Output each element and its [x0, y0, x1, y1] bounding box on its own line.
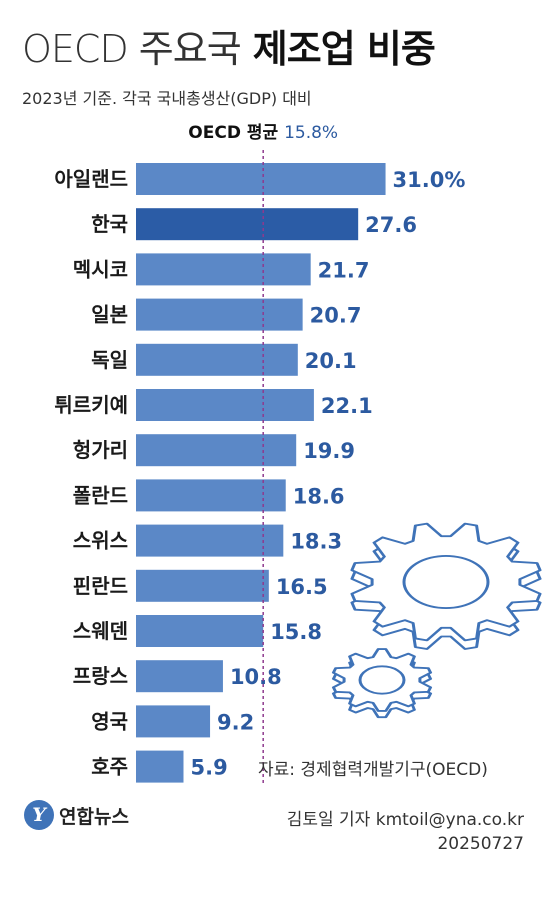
category-label: 스위스	[73, 529, 128, 553]
category-label: 일본	[91, 303, 128, 327]
subtitle: 2023년 기준. 각국 국내총생산(GDP) 대비	[22, 89, 312, 108]
bar	[136, 524, 284, 557]
value-label: 20.7	[310, 304, 362, 328]
bar	[136, 343, 298, 376]
value-label: 16.5	[276, 575, 328, 599]
value-label: 20.1	[305, 349, 357, 373]
value-label: 15.8	[270, 620, 322, 644]
oecd-average-name: OECD 평균	[188, 123, 284, 143]
category-label: 아일랜드	[54, 167, 128, 191]
category-label: 핀란드	[73, 574, 128, 598]
category-label: 독일	[91, 348, 128, 372]
bar	[136, 253, 311, 286]
bar	[136, 615, 264, 647]
logo-mark-icon: Y	[24, 800, 54, 830]
bar	[136, 479, 286, 512]
value-label: 10.8	[230, 665, 282, 689]
gear-hole	[402, 555, 490, 609]
page-title: OECD 주요국 제조업 비중	[22, 26, 436, 72]
credit: 김토일 기자 kmtoil@yna.co.kr 20250727	[287, 808, 524, 856]
bar	[136, 750, 184, 783]
bar	[136, 705, 211, 738]
category-label: 호주	[91, 755, 128, 779]
value-label: 18.3	[290, 530, 342, 554]
value-label: 5.9	[190, 756, 227, 780]
bar	[136, 569, 269, 602]
bar	[136, 298, 303, 331]
value-label: 27.6	[365, 213, 417, 237]
value-label: 19.9	[303, 439, 355, 463]
yonhap-logo: Y 연합뉴스	[24, 800, 129, 830]
value-label: 31.0%	[393, 168, 466, 192]
category-label: 헝가리	[73, 438, 128, 462]
logo-text: 연합뉴스	[59, 805, 129, 828]
bar	[136, 163, 386, 195]
value-label: 18.6	[293, 484, 345, 508]
value-label: 22.1	[321, 394, 373, 418]
category-label: 폴란드	[73, 483, 128, 507]
title-light: OECD 주요국	[22, 27, 242, 71]
bar	[136, 434, 297, 467]
bar	[136, 660, 223, 693]
source-note: 자료: 경제협력개발기구(OECD)	[258, 760, 488, 780]
category-label: 한국	[91, 212, 128, 236]
large-gear-icon	[350, 522, 542, 650]
value-label: 9.2	[217, 710, 254, 734]
category-label: 프랑스	[73, 664, 128, 688]
bar	[136, 208, 359, 241]
small-gear-icon	[331, 648, 433, 719]
date-stamp: 20250727	[437, 834, 524, 854]
category-label: 영국	[91, 709, 128, 733]
category-label: 멕시코	[73, 257, 128, 281]
gear-hole	[358, 665, 406, 695]
bar	[136, 389, 314, 421]
byline: 김토일 기자 kmtoil@yna.co.kr	[286, 810, 524, 830]
title-bold: 제조업 비중	[252, 27, 436, 71]
oecd-average-value: 15.8%	[284, 123, 338, 143]
value-label: 21.7	[318, 258, 370, 282]
category-label: 튀르키예	[54, 393, 128, 417]
category-label: 스웨덴	[73, 619, 128, 643]
oecd-average-label: OECD 평균 15.8%	[188, 123, 338, 143]
